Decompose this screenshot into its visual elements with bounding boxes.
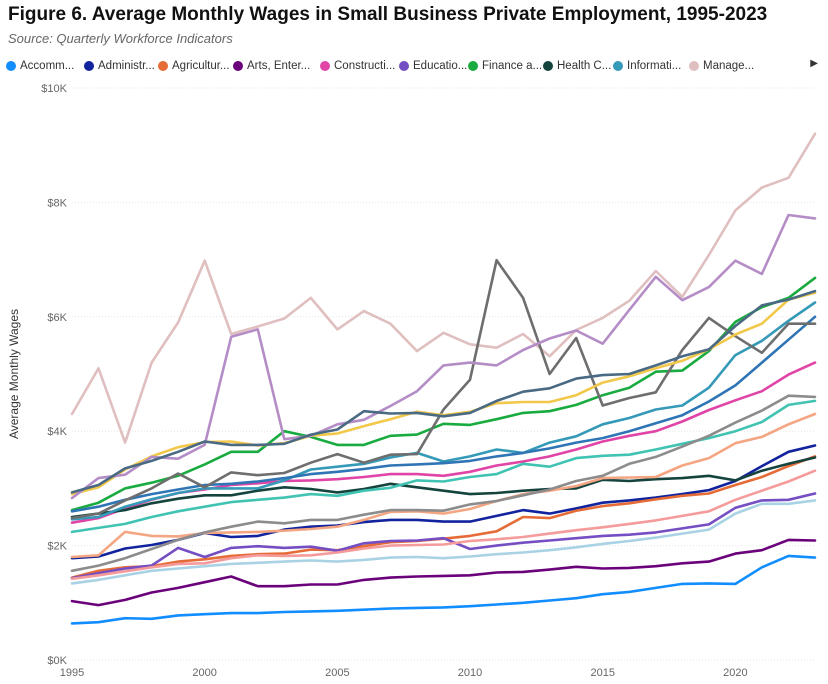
legend-item-health-care[interactable]: Health C... bbox=[543, 56, 611, 76]
x-tick-label: 2005 bbox=[325, 667, 349, 679]
legend-label: Manage... bbox=[703, 60, 755, 72]
x-tick-label: 2010 bbox=[458, 667, 482, 679]
gridlines bbox=[72, 87, 815, 661]
series-line[interactable] bbox=[70, 554, 817, 625]
legend-swatch bbox=[399, 61, 409, 71]
legend-swatch bbox=[613, 61, 623, 71]
legend-item-accommodation[interactable]: Accomm... bbox=[6, 56, 74, 76]
chart-title: Figure 6. Average Monthly Wages in Small… bbox=[8, 4, 768, 25]
legend-label: Finance a... bbox=[482, 60, 543, 72]
legend-label: Accomm... bbox=[20, 60, 75, 72]
legend-item-arts[interactable]: Arts, Enter... bbox=[233, 56, 310, 76]
x-tick-label: 1995 bbox=[60, 667, 84, 679]
legend-label: Constructi... bbox=[334, 60, 396, 72]
legend-swatch bbox=[233, 61, 243, 71]
legend-swatch bbox=[158, 61, 168, 71]
legend-item-information[interactable]: Informati... bbox=[613, 56, 681, 76]
series-line[interactable] bbox=[70, 412, 817, 559]
legend-swatch bbox=[689, 61, 699, 71]
legend-item-management[interactable]: Manage... bbox=[689, 56, 754, 76]
legend-item-education[interactable]: Educatio... bbox=[399, 56, 467, 76]
legend-item-construction[interactable]: Constructi... bbox=[320, 56, 395, 76]
series-line[interactable] bbox=[70, 301, 817, 521]
series-lines bbox=[70, 132, 817, 625]
legend-label: Educatio... bbox=[413, 60, 468, 72]
series-line[interactable] bbox=[70, 469, 817, 581]
legend-label: Informati... bbox=[627, 60, 682, 72]
chart-subtitle: Source: Quarterly Workforce Indicators bbox=[8, 31, 233, 46]
x-tick-label: 2020 bbox=[723, 667, 747, 679]
legend-swatch bbox=[84, 61, 94, 71]
series-line[interactable] bbox=[70, 394, 817, 573]
legend-label: Administr... bbox=[98, 60, 155, 72]
legend-label: Agricultur... bbox=[172, 60, 230, 72]
legend-item-finance[interactable]: Finance a... bbox=[468, 56, 542, 76]
legend: Accomm... Administr... Agricultur... Art… bbox=[6, 56, 826, 76]
series-line[interactable] bbox=[70, 492, 817, 580]
legend-swatch bbox=[6, 61, 16, 71]
x-tick-label: 2015 bbox=[590, 667, 614, 679]
y-tick-label: $2K bbox=[47, 541, 67, 553]
y-tick-label: $4K bbox=[47, 426, 67, 438]
series-line[interactable] bbox=[70, 456, 817, 519]
legend-swatch bbox=[320, 61, 330, 71]
series-line[interactable] bbox=[70, 258, 817, 520]
series-line[interactable] bbox=[70, 213, 817, 500]
legend-label: Arts, Enter... bbox=[247, 60, 311, 72]
series-line[interactable] bbox=[70, 276, 817, 512]
series-line[interactable] bbox=[70, 132, 817, 444]
x-tick-label: 2000 bbox=[192, 667, 216, 679]
y-tick-label: $6K bbox=[47, 312, 67, 324]
legend-label: Health C... bbox=[557, 60, 612, 72]
y-tick-label: $10K bbox=[41, 83, 67, 95]
legend-item-agriculture[interactable]: Agricultur... bbox=[158, 56, 230, 76]
y-axis: $0K $2K $4K $6K $8K $10K bbox=[41, 83, 67, 667]
series-line[interactable] bbox=[70, 538, 817, 607]
series-line[interactable] bbox=[70, 315, 817, 513]
series-line[interactable] bbox=[70, 289, 817, 494]
legend-item-administrative[interactable]: Administr... bbox=[84, 56, 155, 76]
y-tick-label: $0K bbox=[47, 655, 67, 667]
legend-next-page-chevron-right-icon[interactable]: ▶ bbox=[810, 58, 818, 69]
legend-swatch bbox=[468, 61, 478, 71]
x-axis: 1995 2000 2005 2010 2015 2020 bbox=[60, 667, 748, 679]
y-axis-label: Average Monthly Wages bbox=[7, 309, 21, 439]
series-line[interactable] bbox=[70, 499, 817, 585]
legend-swatch bbox=[543, 61, 553, 71]
y-tick-label: $8K bbox=[47, 197, 67, 209]
